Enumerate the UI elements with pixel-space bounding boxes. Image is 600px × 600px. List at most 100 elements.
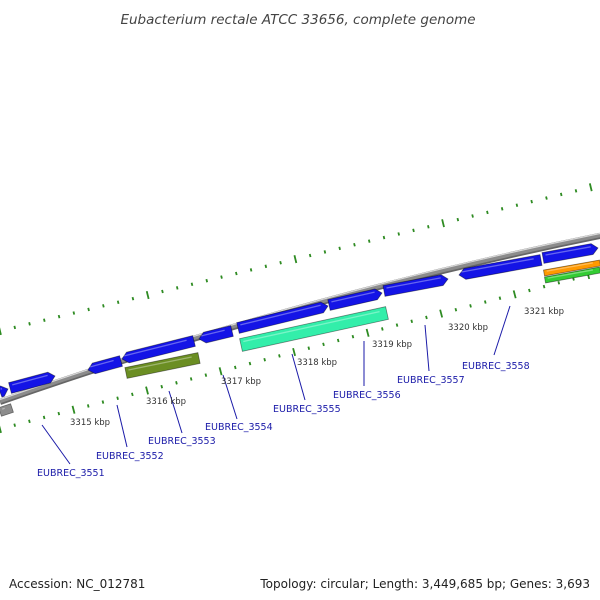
outer-tick: [427, 225, 430, 229]
gene-pointer-line: [291, 353, 306, 401]
gene-label-eubrec-3557[interactable]: EUBREC_3557: [397, 375, 465, 386]
inner-tick: [218, 367, 223, 376]
inner-tick: [351, 334, 355, 339]
inner-tick: [204, 373, 208, 377]
gene-pointer-line: [41, 424, 71, 465]
gene-label-eubrec-3551[interactable]: EUBREC_3551: [37, 468, 105, 479]
gene-arrow-eubrec-3555-reverse[interactable]: [239, 306, 389, 352]
outer-tick: [28, 322, 31, 326]
outer-tick: [456, 217, 460, 222]
outer-tick: [43, 318, 46, 322]
inner-tick: [292, 347, 296, 357]
outer-tick: [382, 235, 386, 240]
inner-tick-track: [0, 270, 591, 434]
inner-tick: [395, 323, 399, 327]
inner-tick: [42, 415, 46, 420]
gene-arrow-eubrec-3559[interactable]: [541, 243, 599, 264]
gene-pointer-line: [116, 404, 128, 448]
gene-pointer-lines: [41, 305, 511, 465]
outer-tick: [530, 199, 533, 204]
gene-label-eubrec-3555[interactable]: EUBREC_3555: [273, 404, 341, 415]
gene-pointer-line: [424, 324, 430, 372]
backbone-line: [0, 232, 600, 404]
outer-tick: [205, 278, 209, 283]
outer-tick: [235, 271, 238, 276]
gene-pointer-line: [493, 305, 511, 356]
outer-tick: [13, 325, 17, 330]
outer-tick: [412, 228, 415, 233]
outer-tick: [264, 264, 268, 269]
outer-tick: [0, 327, 2, 336]
outer-tick: [515, 203, 519, 207]
gene-track: [0, 243, 600, 417]
gene-arrow-orange[interactable]: [543, 259, 600, 277]
gene-arrow-eubrec-3556[interactable]: [327, 288, 383, 311]
gene-arrow-eubrec-3552[interactable]: [87, 355, 123, 375]
outer-tick: [500, 207, 504, 211]
outer-tick: [87, 307, 90, 312]
gene-label-eubrec-3552[interactable]: EUBREC_3552: [96, 451, 164, 462]
outer-tick-track: [0, 183, 593, 336]
inner-tick: [542, 284, 546, 289]
tick-label-3320: 3320 kbp: [448, 323, 488, 333]
gene-arrow-eubrec-3553-reverse[interactable]: [124, 352, 201, 379]
tick-label-3315: 3315 kbp: [70, 418, 110, 428]
gene-label-eubrec-3558[interactable]: EUBREC_3558: [462, 361, 530, 372]
inner-tick: [13, 423, 16, 427]
outer-tick: [574, 189, 578, 193]
outer-tick: [145, 290, 150, 300]
inner-tick: [28, 419, 31, 424]
gene-arrow-partial[interactable]: [0, 403, 14, 417]
inner-tick: [528, 288, 531, 293]
outer-tick: [57, 314, 61, 319]
inner-tick: [101, 400, 105, 404]
inner-tick: [57, 411, 61, 416]
outer-tick: [323, 250, 327, 254]
inner-tick: [336, 338, 340, 343]
gene-arrow-eubrec-3558[interactable]: [458, 254, 543, 280]
inner-tick: [512, 290, 517, 299]
genome-summary-text: Topology: circular; Length: 3,449,685 bp…: [260, 577, 590, 591]
gene-arrow-green[interactable]: [543, 266, 600, 284]
outer-tick: [175, 286, 179, 290]
inner-tick: [71, 405, 76, 414]
gene-arrow-eubrec-3557[interactable]: [382, 274, 449, 297]
inner-tick: [322, 342, 325, 347]
gene-label-eubrec-3556[interactable]: EUBREC_3556: [333, 390, 401, 401]
outer-tick: [249, 268, 253, 272]
outer-tick: [441, 219, 445, 228]
tick-label-3316: 3316 kbp: [146, 397, 186, 407]
gene-arrow-eubrec-3555[interactable]: [236, 301, 329, 334]
tick-label-3318: 3318 kbp: [297, 358, 337, 368]
outer-tick: [279, 260, 282, 265]
outer-tick: [338, 246, 341, 251]
tick-label-3321: 3321 kbp: [524, 307, 564, 317]
gene-arrow-eubrec-3553[interactable]: [121, 335, 196, 364]
inner-tick: [469, 304, 472, 308]
outer-tick: [131, 296, 135, 301]
inner-tick: [0, 425, 2, 434]
outer-tick: [353, 242, 356, 247]
outer-tick: [116, 300, 120, 305]
gene-pointer-line: [222, 374, 238, 420]
inner-tick: [175, 381, 178, 385]
outer-tick: [102, 304, 105, 308]
outer-tick: [559, 192, 563, 197]
inner-tick: [234, 365, 237, 370]
gene-arrow-eubrec-3551[interactable]: [8, 371, 56, 394]
gene-arrow-eubrec-3554[interactable]: [198, 325, 234, 344]
inner-tick: [189, 377, 193, 381]
gene-label-eubrec-3554[interactable]: EUBREC_3554: [205, 422, 273, 433]
gene-arrow-eubrec-3551-left[interactable]: [0, 385, 9, 398]
gene-label-eubrec-3553[interactable]: EUBREC_3553: [148, 436, 216, 447]
inner-tick: [498, 296, 502, 300]
inner-tick: [248, 361, 252, 366]
gene-pointer-line: [168, 390, 183, 434]
inner-tick: [557, 281, 561, 285]
outer-tick: [486, 210, 489, 215]
backbone-highlight: [0, 232, 600, 401]
outer-tick: [220, 275, 223, 279]
outer-tick: [190, 282, 194, 287]
genome-title: Eubacterium rectale ATCC 33656, complete…: [120, 12, 475, 28]
outer-tick: [367, 239, 371, 243]
